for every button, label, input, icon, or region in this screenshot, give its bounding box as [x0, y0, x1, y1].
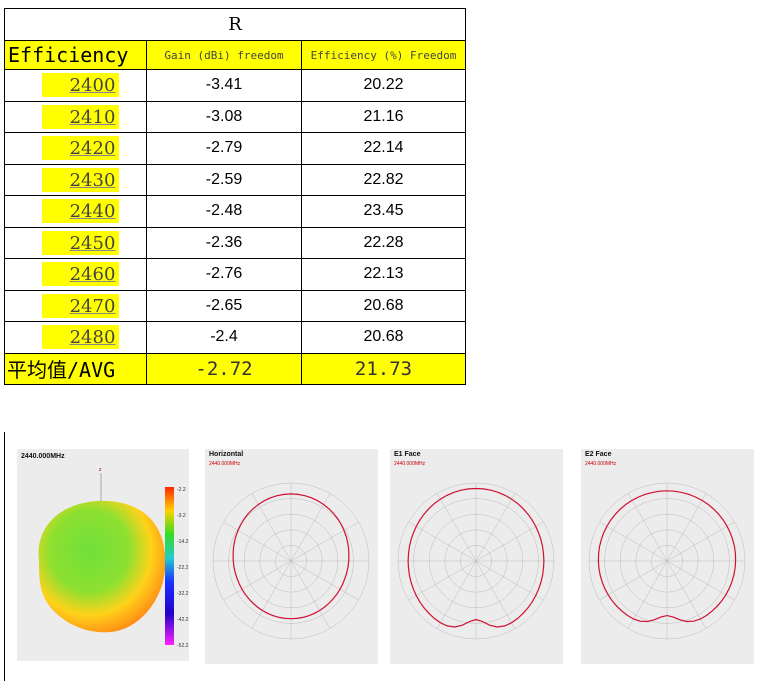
horizontal-panel: Horizontal 2440.000MHz — [205, 449, 378, 664]
pattern-trace — [407, 487, 545, 628]
freq-cell: 2480 — [4, 321, 147, 354]
color-scale-label: -22.2 — [177, 565, 189, 571]
gain-cell: -2.36 — [146, 226, 302, 259]
avg-gain: -2.72 — [146, 352, 302, 385]
pattern-3d-title: 2440.000MHz — [21, 453, 65, 460]
table-row: 2450 -2.36 22.28 — [4, 226, 467, 259]
efficiency-table: R Efficiency Gain (dBi) freedom Efficien… — [3, 8, 467, 385]
e1-polar-plot — [397, 482, 555, 640]
eff-cell: 21.16 — [300, 100, 467, 133]
color-scale-label: -42.2 — [177, 617, 189, 623]
eff-cell: 20.68 — [300, 321, 467, 354]
gain-cell: -2.4 — [146, 321, 302, 354]
freq-cell: 2470 — [4, 289, 147, 322]
pattern-trace — [232, 493, 350, 620]
freq-cell: 2420 — [4, 132, 147, 165]
color-scale-label: -14.2 — [177, 539, 189, 545]
radiation-figures: 2440.000MHz — [4, 432, 771, 681]
horizontal-title: Horizontal — [209, 451, 244, 458]
freq-cell: 2450 — [4, 226, 147, 259]
pattern-trace — [597, 490, 737, 623]
avg-eff: 21.73 — [300, 352, 467, 385]
table-row: 2410 -3.08 21.16 — [4, 100, 467, 133]
e2-subtitle: 2440.000MHz — [585, 461, 617, 467]
header-row: Efficiency Gain (dBi) freedom Efficiency… — [4, 40, 467, 70]
freq-cell: 2440 — [4, 195, 147, 228]
horizontal-polar-plot — [212, 482, 370, 640]
gain-cell: -2.76 — [146, 258, 302, 291]
freq-cell: 2430 — [4, 163, 147, 196]
table-row: 2460 -2.76 22.13 — [4, 258, 467, 291]
pattern-3d-panel: 2440.000MHz — [17, 449, 189, 661]
e1-subtitle: 2440.000MHz — [394, 461, 426, 467]
table-row: 2480 -2.4 20.68 — [4, 321, 467, 354]
table-row: 2430 -2.59 22.82 — [4, 163, 467, 196]
gain-cell: -3.08 — [146, 100, 302, 133]
gain-cell: -2.48 — [146, 195, 302, 228]
e2-panel: E2 Face 2440.000MHz — [581, 449, 754, 664]
freq-cell: 2460 — [4, 258, 147, 291]
e1-title: E1 Face — [394, 451, 421, 458]
color-scale-label: -52.2 — [177, 643, 189, 649]
color-scale-label: -3.2 — [177, 513, 186, 519]
header-eff-pct: Efficiency (%) Freedom — [300, 40, 467, 70]
eff-cell: 22.28 — [300, 226, 467, 259]
header-efficiency: Efficiency — [4, 40, 147, 70]
freq-cell: 2410 — [4, 100, 147, 133]
color-scale-label: -2.2 — [177, 487, 186, 493]
gain-cell: -3.41 — [146, 69, 302, 102]
header-gain: Gain (dBi) freedom — [146, 40, 302, 70]
e1-panel: E1 Face 2440.000MHz — [390, 449, 563, 664]
eff-cell: 22.14 — [300, 132, 467, 165]
table-title: R — [3, 8, 467, 41]
gain-cell: -2.79 — [146, 132, 302, 165]
horizontal-subtitle: 2440.000MHz — [209, 461, 241, 467]
color-scale-label: -32.2 — [177, 591, 189, 597]
e2-title: E2 Face — [585, 451, 612, 458]
eff-cell: 22.13 — [300, 258, 467, 291]
table-row: 2440 -2.48 23.45 — [4, 195, 467, 228]
pattern-3d-graphic: z -2.2 -3.2 -14.2 -22.2 -32.2 -42.2 -52.2 — [38, 467, 189, 649]
gain-cell: -2.65 — [146, 289, 302, 322]
eff-cell: 20.68 — [300, 289, 467, 322]
avg-label: 平均值/AVG — [4, 352, 147, 385]
gain-cell: -2.59 — [146, 163, 302, 196]
table-row: 2420 -2.79 22.14 — [4, 132, 467, 165]
pattern-3d-blob — [38, 500, 166, 633]
color-scale-bar — [165, 487, 174, 645]
avg-row: 平均值/AVG -2.72 21.73 — [4, 352, 467, 385]
e2-polar-plot — [588, 482, 746, 640]
eff-cell: 20.22 — [300, 69, 467, 102]
svg-text:z: z — [99, 467, 102, 473]
table-row: 2470 -2.65 20.68 — [4, 289, 467, 322]
eff-cell: 23.45 — [300, 195, 467, 228]
table-row: 2400 -3.41 20.22 — [4, 69, 467, 102]
freq-cell: 2400 — [4, 69, 147, 102]
eff-cell: 22.82 — [300, 163, 467, 196]
